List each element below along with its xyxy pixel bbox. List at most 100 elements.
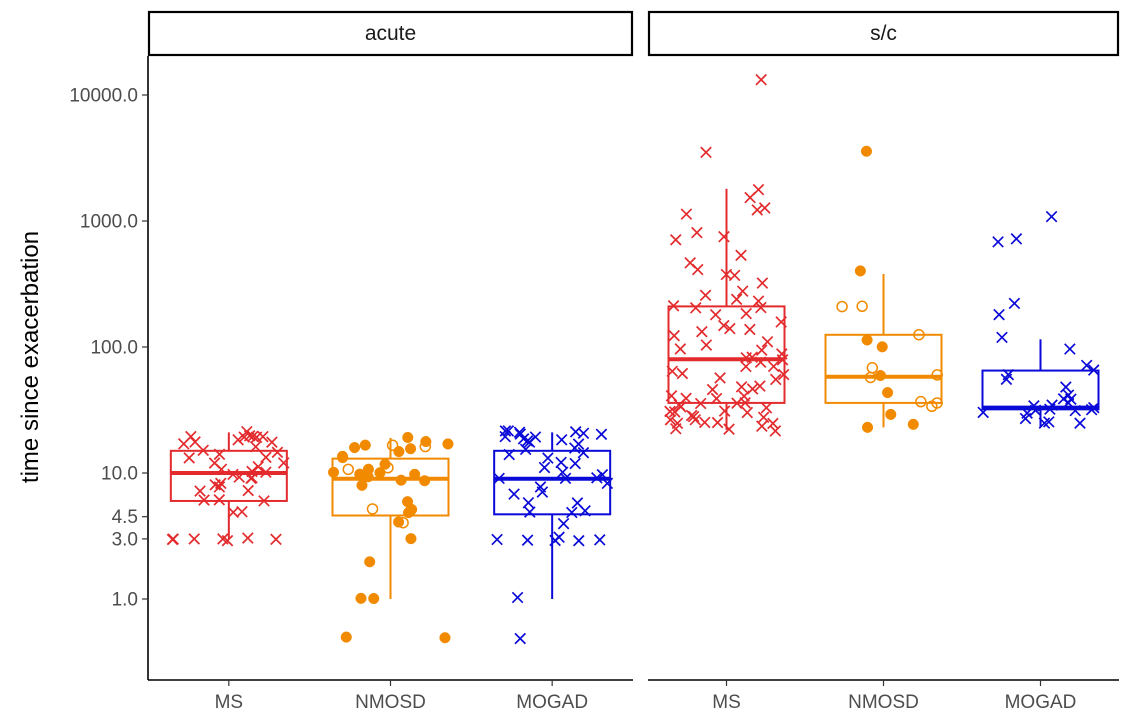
data-point-x: [668, 406, 681, 418]
data-point-x: [775, 316, 787, 328]
data-point-x: [735, 249, 747, 262]
data-point-x: [694, 397, 707, 410]
data-point-x: [514, 632, 527, 645]
data-point-x: [559, 472, 572, 485]
data-point-x: [711, 416, 724, 429]
x-tick-label: MS: [215, 692, 244, 713]
data-point-x: [577, 446, 590, 459]
data-point-x: [1008, 297, 1021, 310]
data-point-x: [669, 422, 682, 435]
data-point-filled-circle: [364, 556, 376, 568]
data-point-x: [1045, 210, 1058, 223]
data-point-x: [213, 448, 226, 461]
data-point-x: [569, 426, 582, 438]
y-axis: 1.0 3.04.5 10.0 100.0 1000.0 10000.0: [69, 56, 149, 680]
data-point-x: [751, 204, 764, 216]
x-tick-label: MOGAD: [1005, 692, 1077, 713]
data-point-x: [236, 505, 248, 518]
panels-layer: acute MS NMOSD MOGAD s/c MS NMOSD MOGAD: [147, 10, 1120, 713]
x-tick-label: MS: [712, 692, 741, 713]
data-point-open-circle: [915, 395, 927, 408]
data-point-x: [542, 452, 554, 464]
data-point-x: [596, 468, 609, 481]
data-point-open-circle: [864, 371, 877, 384]
x-tick-label: MOGAD: [516, 692, 588, 713]
data-point-x: [1038, 417, 1051, 429]
data-point-x: [232, 433, 244, 446]
data-point-x: [257, 430, 269, 443]
data-point-open-circle: [931, 397, 943, 409]
data-point-x: [177, 438, 190, 450]
data-point-filled-circle: [405, 443, 417, 455]
data-point-x: [197, 444, 210, 457]
data-point-x: [700, 339, 713, 351]
data-point-filled-circle: [337, 452, 349, 464]
x-tick-label: NMOSD: [355, 692, 426, 713]
data-point-x: [755, 301, 767, 314]
data-point-x: [706, 383, 719, 396]
data-point-x: [1060, 381, 1072, 393]
data-point-x: [1043, 416, 1055, 428]
data-point-filled-circle: [409, 468, 421, 480]
data-point-x: [709, 308, 722, 321]
data-point-x: [213, 481, 226, 493]
data-point-x: [776, 354, 789, 366]
data-point-x: [1074, 417, 1086, 429]
data-point-x: [723, 423, 735, 435]
data-point-x: [689, 413, 702, 426]
data-point-x: [1080, 359, 1093, 372]
data-point-filled-circle: [395, 474, 407, 486]
data-point-filled-circle: [340, 631, 352, 643]
data-point-x: [740, 351, 752, 364]
data-point-x: [215, 463, 228, 476]
data-point-x: [664, 413, 677, 426]
y-tick-label: 4.5: [112, 507, 138, 528]
data-point-filled-circle: [419, 475, 431, 487]
data-point-x: [572, 534, 585, 547]
data-point-filled-circle: [861, 421, 874, 433]
data-point-x: [1019, 412, 1032, 425]
data-point-x: [270, 533, 282, 546]
data-point-filled-circle: [368, 592, 380, 605]
data-point-x: [758, 202, 771, 214]
data-point-open-circle: [856, 300, 868, 313]
data-point-x: [769, 373, 782, 386]
data-point-x: [669, 234, 682, 246]
data-point-x: [595, 428, 608, 441]
data-point-filled-circle: [874, 369, 886, 382]
data-point-x: [569, 457, 581, 470]
y-tick-label: 1.0: [112, 590, 138, 611]
data-point-x: [522, 496, 535, 509]
data-point-open-circle: [866, 362, 879, 374]
data-point-x: [524, 506, 536, 518]
data-point-x: [499, 430, 512, 443]
data-point-x: [746, 383, 759, 395]
data-point-open-circle: [419, 440, 432, 453]
boxplot: [331, 437, 450, 599]
data-point-x: [665, 390, 678, 402]
data-point-open-circle: [366, 503, 379, 515]
data-point-x: [188, 533, 201, 545]
data-point-x: [1064, 343, 1076, 355]
data-point-x: [698, 416, 711, 429]
data-point-open-circle: [397, 516, 409, 529]
y-tick-label: 100.0: [90, 338, 138, 359]
data-point-x: [687, 410, 700, 423]
data-point-filled-circle: [854, 265, 866, 277]
data-point-x: [536, 486, 549, 498]
data-point-x: [718, 319, 730, 332]
data-point-x: [258, 495, 270, 507]
data-point-x: [198, 494, 210, 506]
data-point-x: [277, 457, 290, 469]
data-point-x: [1085, 403, 1098, 416]
data-point-x: [508, 488, 520, 500]
data-point-x: [214, 477, 227, 490]
data-point-x: [756, 277, 769, 289]
data-point-x: [752, 295, 765, 307]
data-point-x: [680, 208, 693, 220]
data-point-x: [555, 433, 568, 446]
data-point-x: [714, 372, 726, 384]
data-point-filled-circle: [402, 431, 414, 444]
box-iqr: [824, 333, 943, 404]
